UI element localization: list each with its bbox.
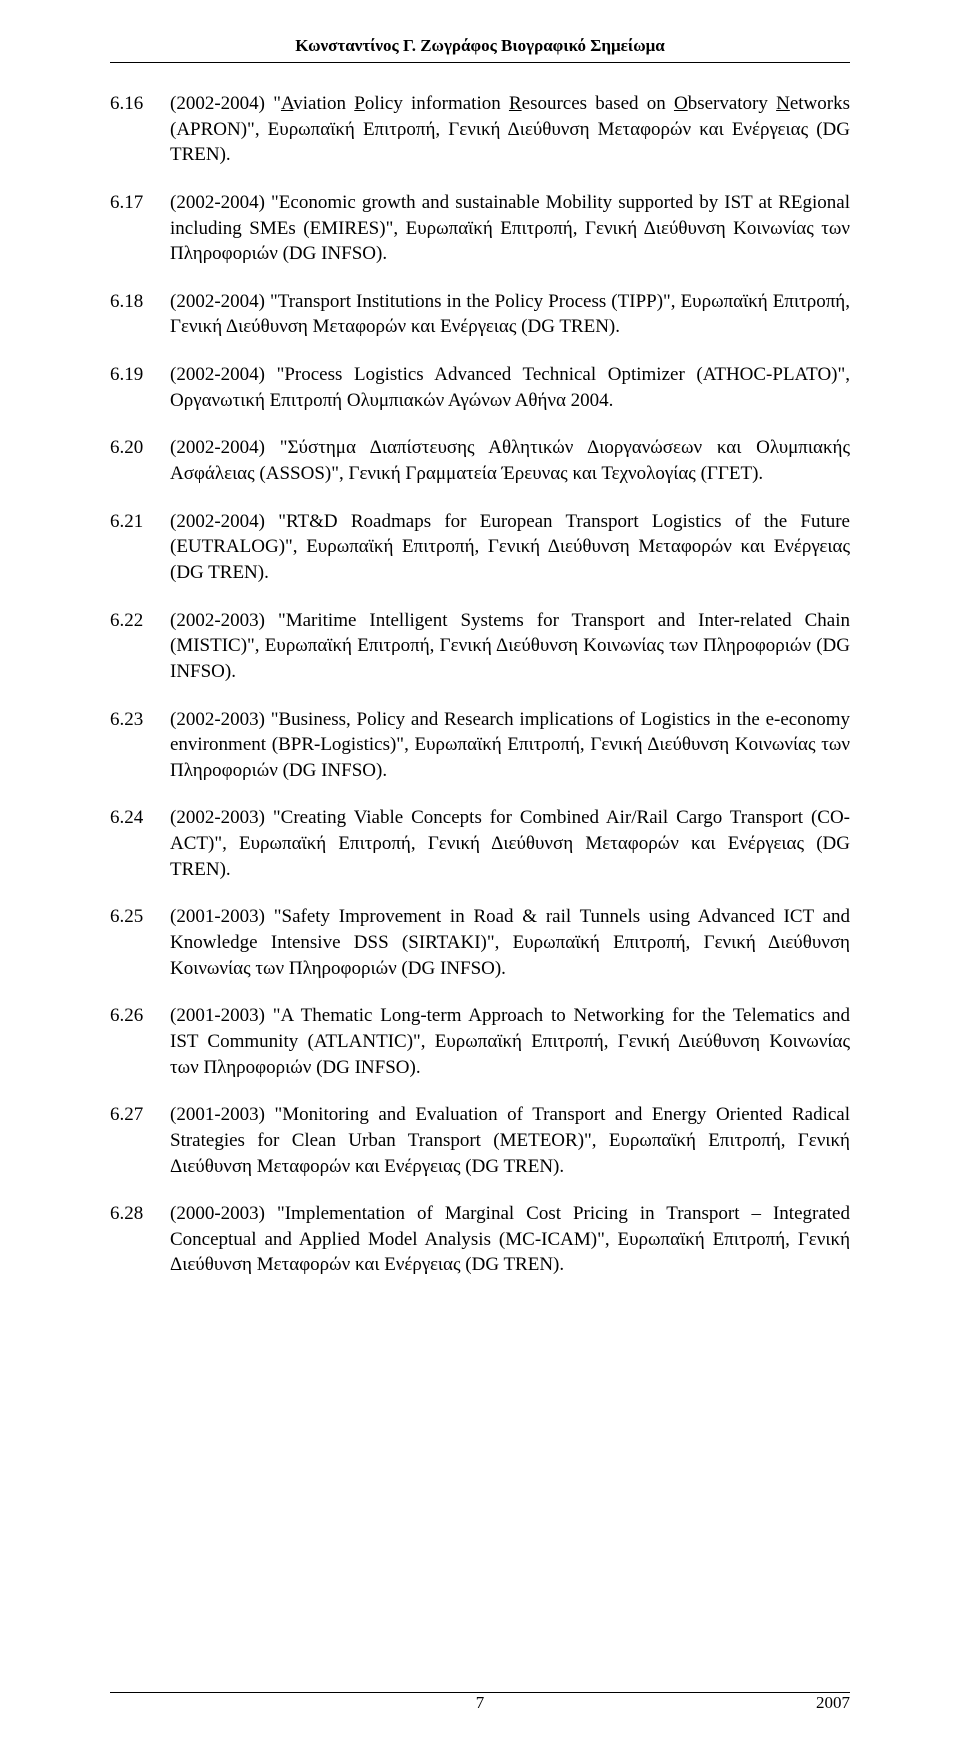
item-number: 6.28 xyxy=(110,1201,170,1278)
underline-letter: O xyxy=(674,93,688,114)
item-text: (2001-2003) "Monitoring and Evaluation o… xyxy=(170,1102,850,1179)
item-number: 6.17 xyxy=(110,190,170,267)
underline-letter: P xyxy=(354,93,365,114)
underline-letter: N xyxy=(776,93,790,114)
item-number: 6.26 xyxy=(110,1003,170,1080)
item-number: 6.25 xyxy=(110,904,170,981)
list-item: 6.22 (2002-2003) "Maritime Intelligent S… xyxy=(110,608,850,685)
list-item: 6.18 (2002-2004) "Transport Institutions… xyxy=(110,289,850,340)
item-number: 6.16 xyxy=(110,91,170,168)
list-item: 6.21 (2002-2004) "RT&D Roadmaps for Euro… xyxy=(110,509,850,586)
underline-letter: A xyxy=(281,93,293,114)
text: (2002-2004) " xyxy=(170,93,281,114)
item-text: (2002-2004) "Aviation Policy information… xyxy=(170,91,850,168)
item-text: (2002-2004) "Process Logistics Advanced … xyxy=(170,362,850,413)
document-page: Κωνσταντίνος Γ. Ζωγράφος Βιογραφικό Σημε… xyxy=(0,0,960,1745)
text: esources based on xyxy=(522,93,674,114)
list-item: 6.27 (2001-2003) "Monitoring and Evaluat… xyxy=(110,1102,850,1179)
item-text: (2002-2004) "RT&D Roadmaps for European … xyxy=(170,509,850,586)
item-number: 6.19 xyxy=(110,362,170,413)
underline-letter: R xyxy=(509,93,522,114)
item-number: 6.27 xyxy=(110,1102,170,1179)
item-text: (2002-2004) "Σύστημα Διαπίστευσης Αθλητι… xyxy=(170,435,850,486)
list-item: 6.17 (2002-2004) "Economic growth and su… xyxy=(110,190,850,267)
text: bservatory xyxy=(688,93,776,114)
item-number: 6.21 xyxy=(110,509,170,586)
header-divider xyxy=(110,62,850,63)
item-number: 6.23 xyxy=(110,707,170,784)
item-text: (2001-2003) "Safety Improvement in Road … xyxy=(170,904,850,981)
page-header: Κωνσταντίνος Γ. Ζωγράφος Βιογραφικό Σημε… xyxy=(110,36,850,56)
item-number: 6.20 xyxy=(110,435,170,486)
page-footer: 7 2007 xyxy=(110,1692,850,1713)
list-item: 6.25 (2001-2003) "Safety Improvement in … xyxy=(110,904,850,981)
item-text: (2002-2004) "Economic growth and sustain… xyxy=(170,190,850,267)
list-item: 6.28 (2000-2003) "Implementation of Marg… xyxy=(110,1201,850,1278)
item-number: 6.24 xyxy=(110,805,170,882)
item-text: (2002-2003) "Creating Viable Concepts fo… xyxy=(170,805,850,882)
text: viation xyxy=(293,93,354,114)
list-item: 6.24 (2002-2003) "Creating Viable Concep… xyxy=(110,805,850,882)
text: olicy information xyxy=(365,93,509,114)
item-text: (2000-2003) "Implementation of Marginal … xyxy=(170,1201,850,1278)
list-item: 6.20 (2002-2004) "Σύστημα Διαπίστευσης Α… xyxy=(110,435,850,486)
list-item: 6.23 (2002-2003) "Business, Policy and R… xyxy=(110,707,850,784)
item-text: (2002-2003) "Maritime Intelligent System… xyxy=(170,608,850,685)
item-text: (2001-2003) "A Thematic Long-term Approa… xyxy=(170,1003,850,1080)
item-number: 6.18 xyxy=(110,289,170,340)
list-item: 6.16 (2002-2004) "Aviation Policy inform… xyxy=(110,91,850,168)
list-item: 6.19 (2002-2004) "Process Logistics Adva… xyxy=(110,362,850,413)
item-text: (2002-2004) "Transport Institutions in t… xyxy=(170,289,850,340)
item-number: 6.22 xyxy=(110,608,170,685)
item-text: (2002-2003) "Business, Policy and Resear… xyxy=(170,707,850,784)
list-item: 6.26 (2001-2003) "A Thematic Long-term A… xyxy=(110,1003,850,1080)
